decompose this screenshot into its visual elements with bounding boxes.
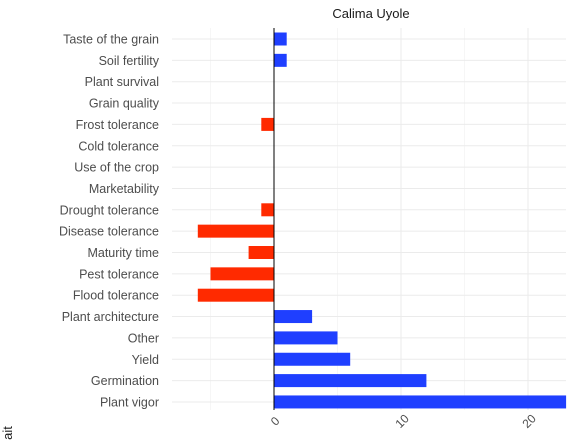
category-label: Marketability (89, 182, 160, 196)
category-label: Yield (132, 353, 159, 367)
x-tick-label: 10 (392, 411, 412, 431)
bar-germination (274, 374, 427, 388)
category-label: Grain quality (89, 97, 160, 111)
bar-frost-tolerance (261, 117, 274, 131)
category-label: Soil fertility (99, 54, 160, 68)
x-tick-label: 20 (519, 411, 539, 431)
category-label: Plant architecture (62, 310, 159, 324)
bar-other (274, 331, 338, 345)
category-label: Pest tolerance (79, 267, 159, 281)
y-axis-title: ait (0, 426, 15, 440)
chart-title: Calima Uyole (332, 6, 409, 21)
bar-disease-tolerance (197, 224, 274, 238)
bar-plant-vigor (274, 395, 567, 409)
category-label: Plant vigor (100, 395, 159, 409)
category-label: Cold tolerance (78, 139, 159, 153)
bar-drought-tolerance (261, 203, 274, 217)
category-label: Drought tolerance (60, 203, 159, 217)
bar-plant-architecture (274, 310, 313, 324)
category-label: Maturity time (87, 246, 159, 260)
bar-taste-of-the-grain (274, 32, 287, 46)
x-tick-label: 0 (268, 414, 283, 429)
category-label: Use of the crop (74, 161, 159, 175)
bar-maturity-time (248, 246, 274, 259)
grid-lines (172, 28, 566, 410)
category-label: Taste of the grain (63, 33, 159, 47)
category-label: Frost tolerance (76, 118, 159, 132)
category-label: Disease tolerance (59, 225, 159, 239)
bar-pest-tolerance (210, 267, 274, 281)
category-label: Plant survival (85, 75, 159, 89)
category-label: Germination (91, 374, 159, 388)
category-label: Other (128, 331, 159, 345)
category-label: Flood tolerance (73, 289, 159, 303)
category-labels: Taste of the grain Soil fertility Plant su… (59, 33, 160, 410)
bars (197, 32, 567, 409)
bar-soil-fertility (274, 53, 287, 67)
bar-flood-tolerance (197, 288, 274, 302)
x-tick-labels: 0 10 20 (268, 411, 539, 431)
bar-yield (274, 352, 351, 366)
